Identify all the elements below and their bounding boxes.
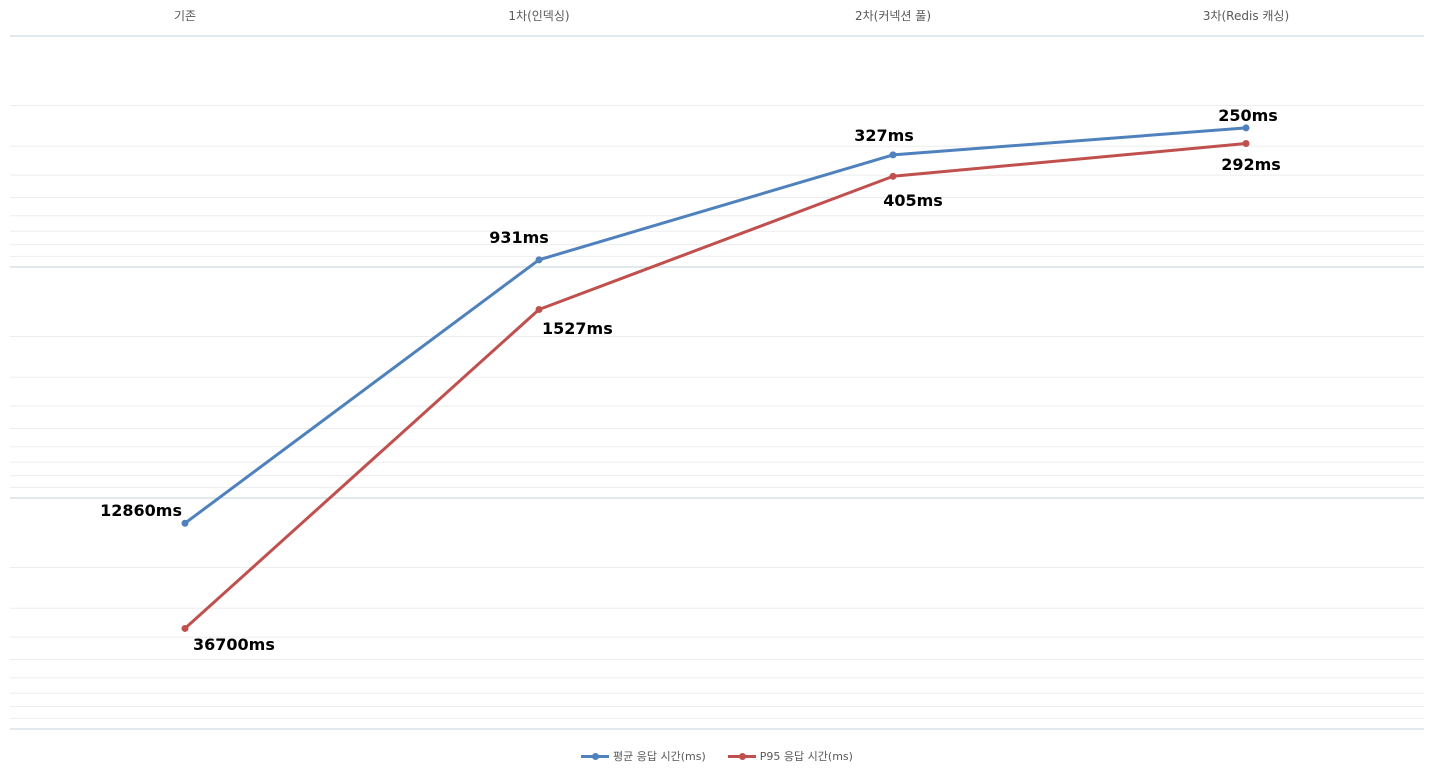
data-point-1-3 [1242,140,1250,148]
data-point-0-2 [889,151,897,159]
legend-swatch-p95 [727,751,756,761]
category-label-1: 1차(인덱싱) [508,9,569,23]
p95-label-2: 405ms [883,191,943,210]
p95-label-3: 292ms [1221,155,1281,174]
legend-label-avg: 평균 응답 시간(ms) [613,750,706,763]
legend: 평균 응답 시간(ms) P95 응답 시간(ms) [0,745,1434,767]
data-point-0-1 [535,256,543,264]
data-point-0-3 [1242,124,1250,132]
category-label-3: 3차(Redis 캐싱) [1203,9,1289,23]
data-point-1-2 [889,172,897,180]
series-line-1 [183,142,1247,630]
legend-item-p95: P95 응답 시간(ms) [727,748,853,764]
data-point-1-0 [181,624,189,632]
legend-swatch-avg [581,751,610,761]
category-axis: 기존 1차(인덱싱) 2차(커넥션 풀) 3차(Redis 캐싱) [174,9,1289,23]
avg-label-2: 327ms [854,126,914,145]
avg-label-3: 250ms [1218,106,1278,125]
avg-label-0: 12860ms [100,501,182,520]
data-labels: 12860ms 931ms 327ms 250ms 36700ms 1527ms… [100,106,1281,654]
legend-item-avg: 평균 응답 시간(ms) [581,748,706,764]
legend-label-p95: P95 응답 시간(ms) [759,750,853,763]
category-label-0: 기존 [174,9,196,23]
gridlines [10,35,1424,730]
p95-label-1: 1527ms [542,319,613,338]
data-point-1-1 [535,305,543,313]
p95-label-0: 36700ms [193,635,275,654]
data-point-0-0 [181,519,189,527]
series-line-0 [184,126,1247,525]
avg-label-1: 931ms [489,228,549,247]
category-label-2: 2차(커넥션 풀) [855,9,931,23]
series-layer [181,124,1250,632]
